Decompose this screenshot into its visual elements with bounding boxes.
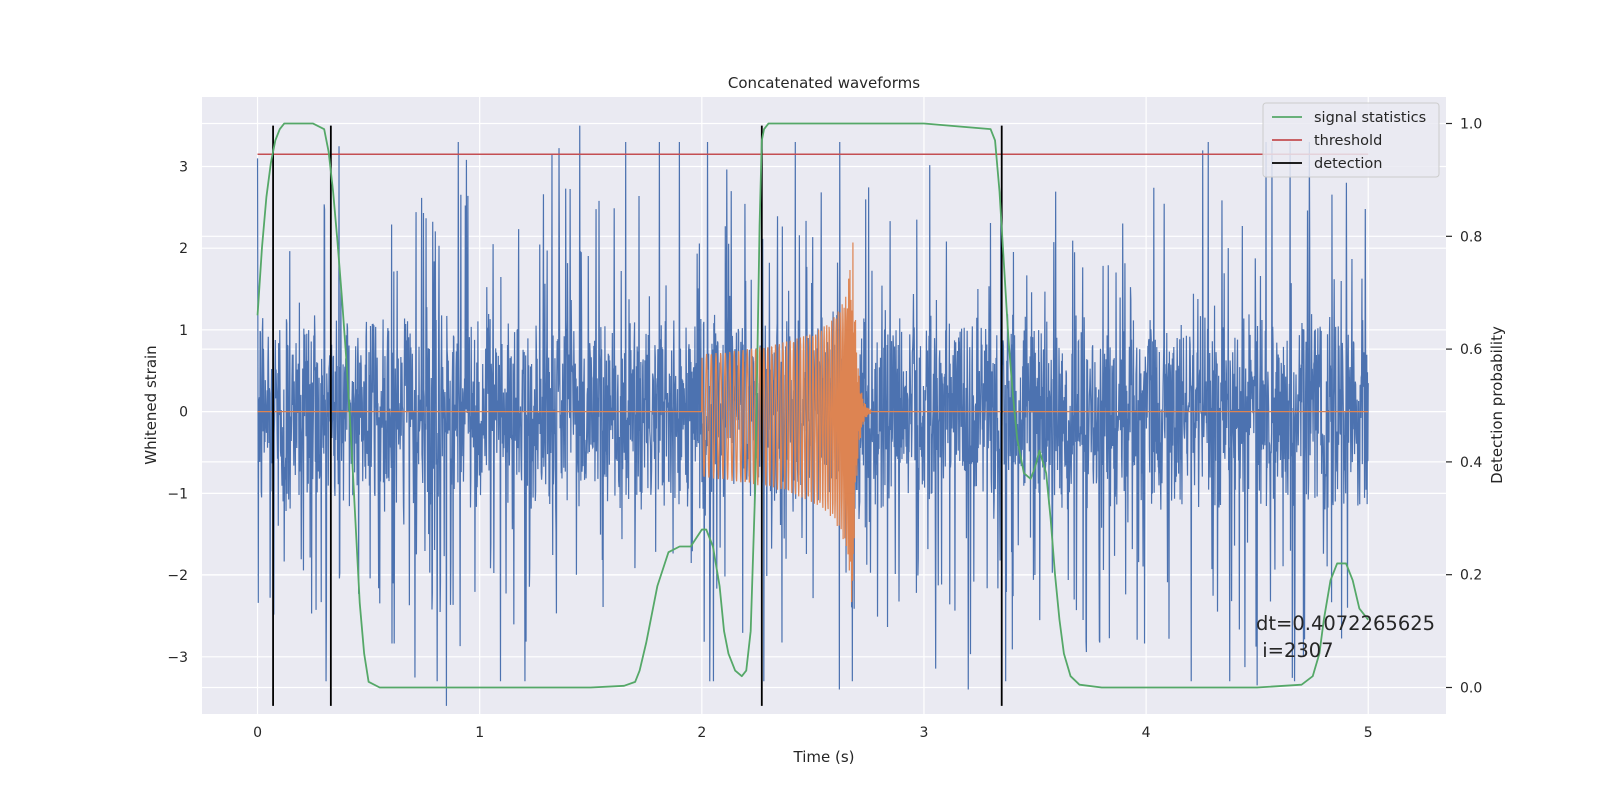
injected-chirp-line: [257, 242, 1369, 603]
y-tick-label: 3: [179, 159, 188, 175]
x-tick-label: 0: [253, 725, 262, 741]
y2-tick-label: 1.0: [1460, 117, 1482, 133]
x-axis-ticks: 0 1 2 3 4 5: [253, 725, 1373, 741]
legend-label-threshold: threshold: [1314, 133, 1382, 149]
chart-title: Concatenated waveforms: [728, 74, 920, 92]
signal-statistics-series: [256, 122, 1369, 689]
x-tick-label: 2: [697, 725, 706, 741]
legend-label-detection: detection: [1314, 156, 1382, 172]
y-tick-label: 0: [179, 405, 188, 421]
y2-tick-label: 0.2: [1460, 568, 1482, 584]
legend-label-signal-statistics: signal statistics: [1314, 110, 1426, 126]
y-tick-label: −2: [167, 568, 188, 584]
y-axis-label: Whitened strain: [142, 345, 160, 464]
y-tick-label: 1: [179, 323, 188, 339]
y-tick-label: 2: [179, 241, 188, 257]
y2-tick-label: 0.6: [1460, 342, 1482, 358]
signal-statistics-line: [256, 122, 1369, 689]
x-tick-label: 4: [1142, 725, 1151, 741]
x-tick-label: 1: [475, 725, 484, 741]
whitened-strain-line: [256, 125, 1369, 706]
annotation-i: i=2307: [1256, 639, 1334, 662]
x-tick-label: 3: [920, 725, 929, 741]
y-tick-label: −1: [167, 486, 188, 502]
injected-chirp-series: [257, 242, 1369, 603]
y2-axis-ticks: 0.0 0.2 0.4 0.6 0.8 1.0: [1446, 117, 1482, 696]
x-tick-label: 5: [1364, 725, 1373, 741]
x-axis-label: Time (s): [793, 748, 855, 766]
y-tick-label: −3: [167, 650, 188, 666]
y2-tick-label: 0.0: [1460, 680, 1482, 696]
y2-tick-label: 0.4: [1460, 455, 1482, 471]
y2-tick-label: 0.8: [1460, 229, 1482, 245]
legend-box: [1262, 102, 1440, 178]
legend: signal statistics threshold detection: [1262, 102, 1440, 178]
y2-axis-label: Detection probability: [1488, 326, 1506, 484]
annotation-dt: dt=0.4072265625: [1256, 612, 1435, 635]
whitened-strain-series: [256, 125, 1369, 706]
y-axis-ticks: −3 −2 −1 0 1 2 3: [167, 159, 188, 665]
